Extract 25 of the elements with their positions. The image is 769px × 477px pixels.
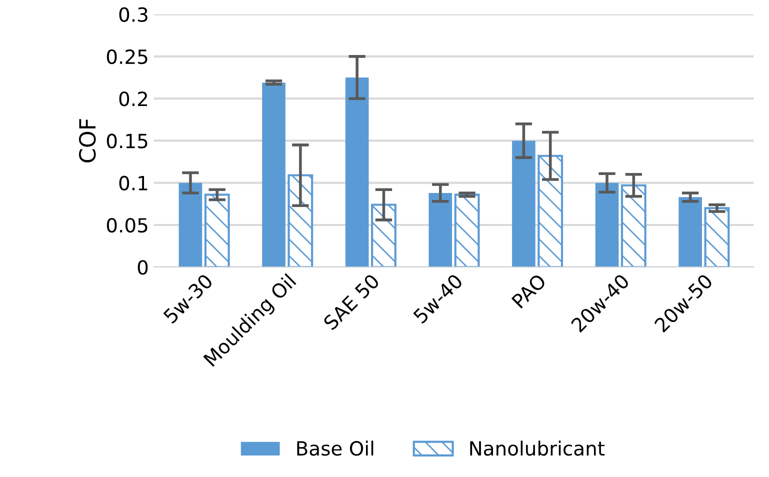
y-tick-label: 0.25 (106, 49, 148, 64)
bar (428, 192, 452, 268)
y-tick-label: 0.05 (106, 218, 148, 233)
x-tick-label: PAO (511, 272, 547, 309)
legend-label: Nanolubricant (470, 440, 605, 456)
bar (704, 207, 730, 268)
y-axis-title: COF (78, 119, 96, 162)
bar (678, 197, 702, 268)
bar (178, 182, 202, 268)
bar (288, 174, 314, 268)
bar (454, 194, 480, 268)
legend-label: Base Oil (297, 440, 374, 456)
bar (538, 154, 564, 268)
y-tick-label: 0.3 (119, 7, 148, 22)
y-tick-label: 0.15 (106, 134, 148, 148)
bar (595, 182, 619, 268)
bar (620, 184, 646, 268)
bar (204, 194, 230, 268)
y-tick-label: 0.1 (119, 176, 148, 191)
bar (512, 140, 536, 268)
bar (262, 82, 286, 268)
bar (371, 204, 396, 268)
y-tick-label: 0 (138, 260, 148, 275)
bar (345, 78, 369, 268)
y-tick-label: 0.2 (119, 92, 147, 106)
